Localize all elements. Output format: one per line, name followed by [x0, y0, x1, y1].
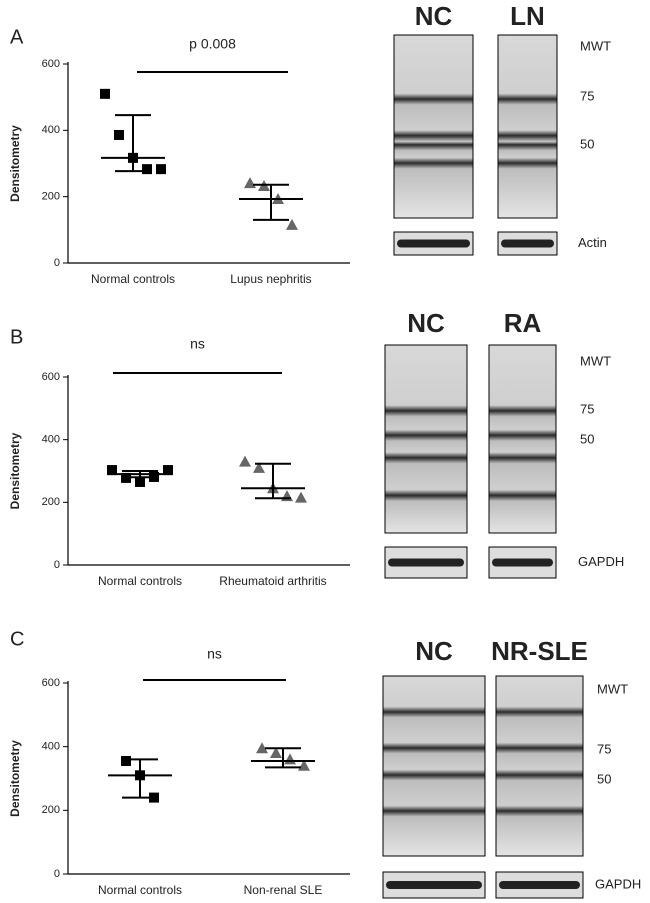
blot-lane: [384, 344, 468, 534]
data-point: [114, 129, 124, 140]
loading-band: [501, 239, 554, 248]
size-marker: 50: [580, 136, 594, 151]
size-marker: 75: [597, 741, 611, 756]
loading-label: Actin: [578, 235, 607, 250]
blot-group-label: NC: [415, 636, 453, 666]
blot-lane: [497, 34, 558, 219]
loading-band: [388, 558, 464, 567]
y-tick-label: 400: [42, 124, 60, 136]
size-marker: MWT: [597, 681, 628, 696]
data-point: [253, 461, 265, 473]
x-tick-label: Lupus nephritis: [230, 272, 311, 286]
significance-label: ns: [207, 646, 222, 662]
y-tick-label: 600: [42, 371, 60, 383]
blot-group-label: NR-SLE: [491, 636, 588, 666]
data-point: [107, 465, 117, 476]
data-point: [286, 218, 298, 230]
data-point: [239, 455, 251, 467]
data-point: [121, 755, 131, 766]
loading-band: [397, 239, 470, 248]
y-tick-label: 400: [42, 434, 60, 446]
blot-group-label: NC: [407, 308, 445, 338]
size-marker: 75: [580, 401, 594, 416]
data-point: [100, 88, 110, 99]
size-marker: MWT: [580, 38, 611, 53]
x-tick-label: Normal controls: [98, 574, 182, 588]
y-tick-label: 200: [42, 496, 60, 508]
data-point: [142, 164, 152, 175]
data-point: [244, 177, 256, 189]
x-tick-label: Normal controls: [91, 272, 175, 286]
data-point: [135, 476, 145, 487]
significance-label: ns: [190, 336, 205, 352]
y-tick-label: 400: [42, 741, 60, 753]
loading-band: [386, 881, 482, 889]
blot-lane: [495, 675, 584, 857]
y-tick-label: 0: [54, 559, 60, 571]
x-tick-label: Normal controls: [98, 883, 182, 897]
data-point: [284, 753, 296, 765]
y-tick-label: 600: [42, 677, 60, 689]
y-tick-label: 0: [54, 257, 60, 269]
blot-group-label: LN: [510, 1, 545, 31]
size-marker: 50: [580, 431, 594, 446]
panel-letter: A: [10, 26, 24, 48]
data-point: [270, 747, 282, 759]
blot-group-label: RA: [504, 308, 542, 338]
data-point: [156, 164, 166, 175]
size-marker: 75: [580, 88, 594, 103]
loading-band: [492, 558, 553, 567]
y-tick-label: 200: [42, 804, 60, 816]
data-point: [163, 465, 173, 476]
blot-lane: [393, 34, 474, 219]
blot-lane: [382, 675, 486, 857]
size-marker: MWT: [580, 353, 611, 368]
data-point: [256, 742, 268, 754]
panel-letter: C: [10, 628, 24, 650]
blot-group-label: NC: [415, 1, 453, 31]
loading-band: [499, 881, 580, 889]
loading-label: GAPDH: [595, 876, 641, 891]
x-tick-label: Non-renal SLE: [244, 883, 323, 897]
significance-label: p 0.008: [189, 36, 236, 52]
data-point: [295, 491, 307, 503]
y-tick-label: 600: [42, 58, 60, 70]
x-tick-label: Rheumatoid arthritis: [219, 574, 326, 588]
y-axis-label: Densitometry: [8, 125, 22, 202]
size-marker: 50: [597, 771, 611, 786]
panel-letter: B: [10, 326, 23, 348]
y-axis-label: Densitometry: [8, 740, 22, 817]
blot-lane: [488, 344, 557, 534]
data-point: [281, 490, 293, 502]
loading-label: GAPDH: [578, 554, 624, 569]
y-tick-label: 0: [54, 868, 60, 880]
y-axis-label: Densitometry: [8, 432, 22, 509]
y-tick-label: 200: [42, 191, 60, 203]
